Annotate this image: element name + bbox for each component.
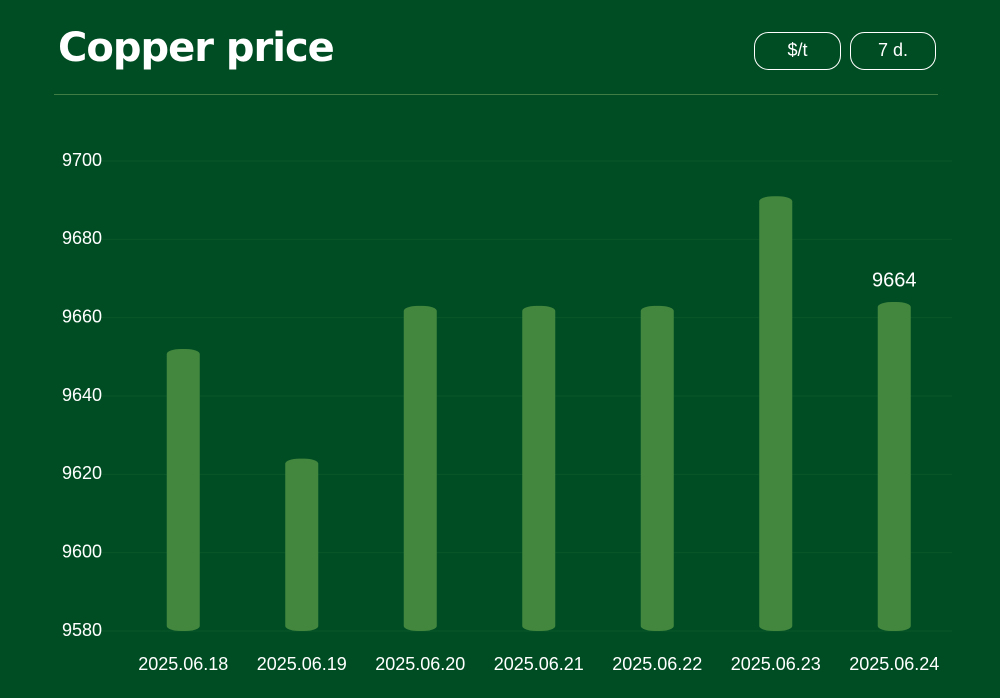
x-tick-label: 2025.06.20 [375, 654, 465, 674]
y-tick-label: 9660 [62, 306, 102, 326]
bar [640, 305, 674, 631]
value-label: 9664 [872, 269, 917, 291]
bar [759, 196, 793, 631]
period-button-label[interactable]: 7 d. [878, 40, 908, 60]
bar [403, 305, 437, 631]
x-tick-label: 2025.06.22 [612, 654, 702, 674]
unit-button-frame[interactable] [754, 32, 841, 70]
bar [285, 458, 319, 631]
period-button-frame[interactable] [850, 32, 936, 70]
y-tick-label: 9640 [62, 385, 102, 405]
x-tick-label: 2025.06.18 [138, 654, 228, 674]
unit-button[interactable]: $/t [754, 32, 841, 70]
bar [877, 302, 911, 631]
x-tick-label: 2025.06.24 [849, 654, 939, 674]
period-button[interactable]: 7 d. [850, 32, 936, 70]
x-tick-label: 2025.06.23 [731, 654, 821, 674]
y-tick-label: 9620 [62, 463, 102, 483]
y-tick-label: 9580 [62, 620, 102, 640]
y-tick-label: 9600 [62, 541, 102, 561]
y-tick-label: 9700 [62, 150, 102, 170]
x-tick-label: 2025.06.21 [494, 654, 584, 674]
bar [166, 349, 200, 631]
x-tick-label: 2025.06.19 [257, 654, 347, 674]
y-tick-label: 9680 [62, 228, 102, 248]
chart-title: Copper price [58, 25, 334, 71]
unit-button-label[interactable]: $/t [787, 40, 807, 60]
bar [522, 305, 556, 631]
